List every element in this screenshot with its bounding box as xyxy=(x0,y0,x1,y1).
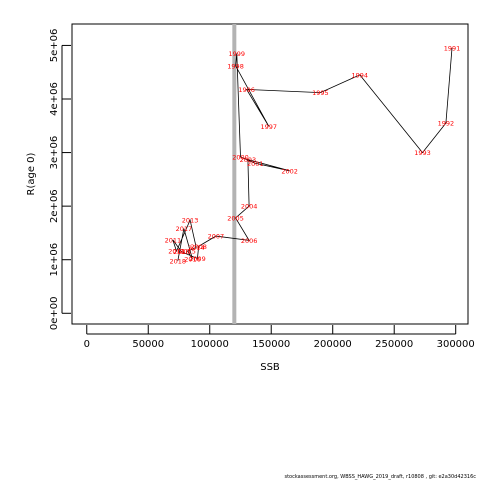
point-label-2011: 2011 xyxy=(165,236,182,244)
point-label-2004: 2004 xyxy=(241,203,258,211)
x-tick-label: 300000 xyxy=(437,339,475,350)
point-label-2007: 2007 xyxy=(208,233,225,241)
y-axis-label: R(age 0) xyxy=(26,152,37,195)
point-label-2015: 2015 xyxy=(179,248,196,256)
plot-frame xyxy=(71,23,469,325)
point-label-2016: 2016 xyxy=(184,256,201,264)
point-label-2008: 2008 xyxy=(190,243,207,251)
x-tick-label: 250000 xyxy=(375,339,413,350)
point-label-2002: 2002 xyxy=(281,167,298,175)
point-label-1991: 1991 xyxy=(444,45,461,53)
point-label-2006: 2006 xyxy=(241,237,258,245)
y-tick-label: 0e+00 xyxy=(49,296,60,330)
point-label-2010: 2010 xyxy=(173,248,190,256)
x-tick-label: 100000 xyxy=(191,339,229,350)
x-tick-label: 0 xyxy=(84,339,90,350)
point-label-2013: 2013 xyxy=(182,217,199,225)
footer-credit: stockassessment.org, WBSS_HAWG_2019_draf… xyxy=(284,474,476,480)
point-label-1994: 1994 xyxy=(352,71,369,79)
y-tick-label: 2e+06 xyxy=(49,189,60,223)
y-tick-label: 5e+06 xyxy=(49,29,60,63)
series-line xyxy=(172,48,453,261)
y-tick-label: 1e+06 xyxy=(49,243,60,277)
point-label-2001: 2001 xyxy=(247,160,264,168)
point-label-2003: 2003 xyxy=(240,156,257,164)
point-label-1999: 1999 xyxy=(229,50,246,58)
point-label-2014: 2014 xyxy=(188,244,205,252)
x-axis-label: SSB xyxy=(260,362,280,373)
point-label-2018: 2018 xyxy=(169,257,186,265)
y-tick-label: 3e+06 xyxy=(49,136,60,170)
point-label-2012: 2012 xyxy=(168,248,185,256)
point-label-1997: 1997 xyxy=(260,123,277,131)
point-label-2000: 2000 xyxy=(232,153,249,161)
x-tick-label: 50000 xyxy=(132,339,164,350)
y-tick-label: 4e+06 xyxy=(49,82,60,116)
x-tick-label: 150000 xyxy=(252,339,290,350)
point-label-1995: 1995 xyxy=(312,89,329,97)
point-label-2009: 2009 xyxy=(189,255,206,263)
point-label-1998: 1998 xyxy=(227,62,244,70)
point-label-2017: 2017 xyxy=(176,225,193,233)
point-label-1993: 1993 xyxy=(414,149,431,157)
point-label-2005: 2005 xyxy=(227,214,244,222)
point-label-1996: 1996 xyxy=(238,86,255,94)
point-label-1992: 1992 xyxy=(438,120,455,128)
x-tick-label: 200000 xyxy=(314,339,352,350)
